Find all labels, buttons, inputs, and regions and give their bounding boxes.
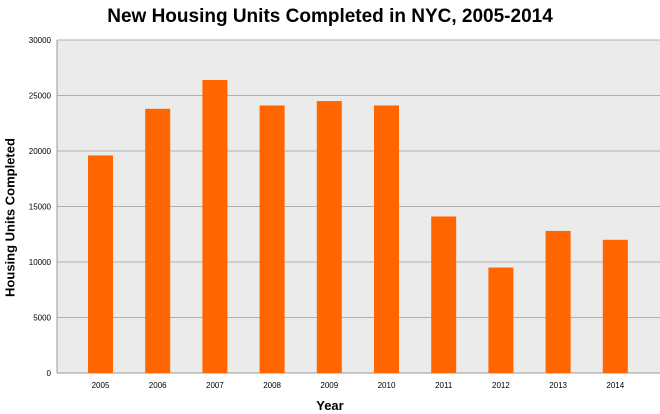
bar-2005 (88, 155, 113, 373)
x-axis-label: Year (316, 398, 344, 413)
y-tick-label: 10000 (29, 258, 52, 267)
x-tick-label: 2011 (435, 381, 453, 390)
bar-2013 (545, 230, 571, 373)
bar-2012 (488, 267, 514, 373)
bar-2009 (316, 101, 342, 374)
y-tick-label: 15000 (29, 203, 52, 212)
x-tick-label: 2006 (149, 381, 167, 390)
y-tick-label: 25000 (29, 92, 52, 101)
chart-title: New Housing Units Completed in NYC, 2005… (107, 6, 553, 27)
bar-2007 (202, 79, 228, 374)
x-tick-label: 2012 (492, 381, 510, 390)
x-tick-label: 2005 (92, 381, 110, 390)
y-tick-label: 30000 (29, 36, 52, 45)
x-tick-label: 2009 (320, 381, 338, 390)
bar-2010 (374, 105, 399, 374)
bar-2014 (602, 239, 628, 373)
x-tick-label: 2008 (263, 381, 281, 390)
bar-2011 (431, 216, 457, 373)
bar-2006 (145, 108, 171, 373)
x-tick-label: 2014 (606, 381, 624, 390)
x-tick-label: 2010 (378, 381, 396, 390)
x-tick-label: 2013 (549, 381, 567, 390)
y-tick-label: 0 (47, 369, 52, 378)
x-tick-label: 2007 (206, 381, 224, 390)
bar-2008 (259, 105, 285, 374)
y-tick-label: 5000 (33, 314, 51, 323)
y-tick-label: 20000 (29, 147, 52, 156)
